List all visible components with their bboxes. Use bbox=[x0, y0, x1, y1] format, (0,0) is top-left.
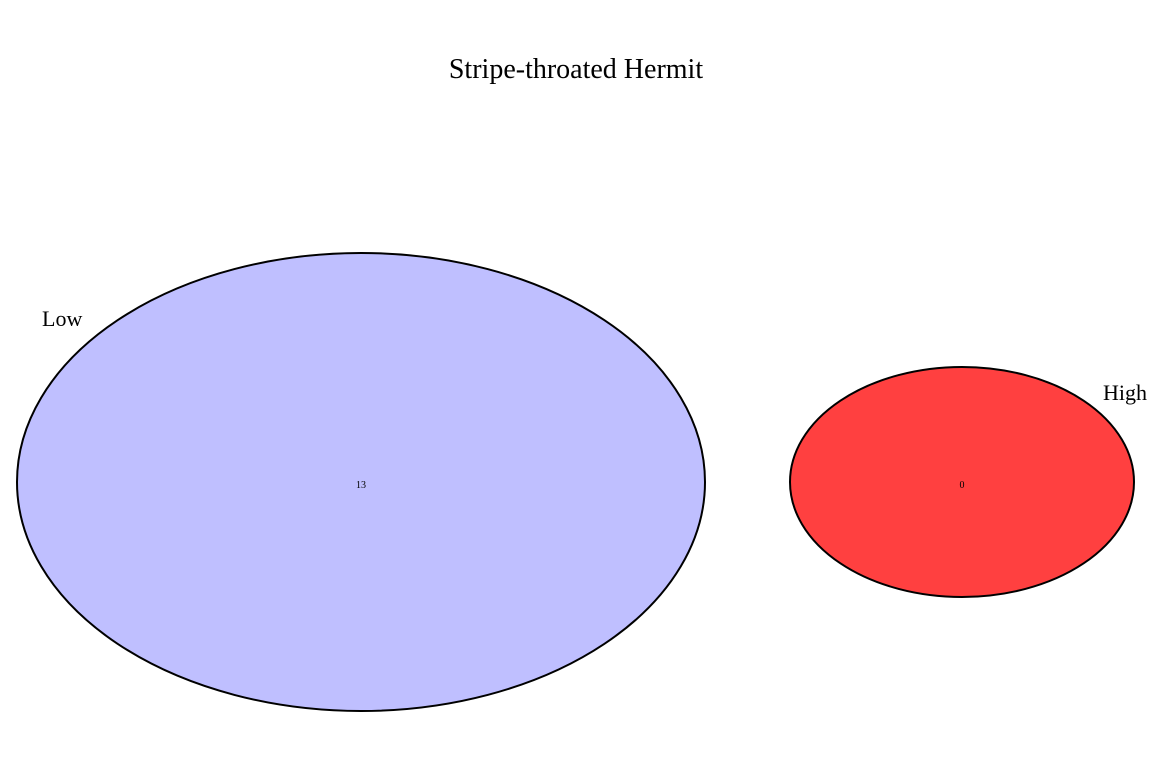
set-high-ellipse bbox=[789, 366, 1135, 598]
set-low: Low 13 bbox=[16, 252, 706, 712]
set-high: High 0 bbox=[789, 366, 1147, 598]
diagram-title: Stripe-throated Hermit bbox=[449, 54, 703, 85]
set-high-label: High bbox=[1103, 380, 1147, 405]
set-low-ellipse bbox=[16, 252, 706, 712]
set-low-count: 13 bbox=[356, 480, 366, 491]
set-high-count: 0 bbox=[960, 480, 965, 491]
set-low-label: Low bbox=[42, 306, 82, 331]
